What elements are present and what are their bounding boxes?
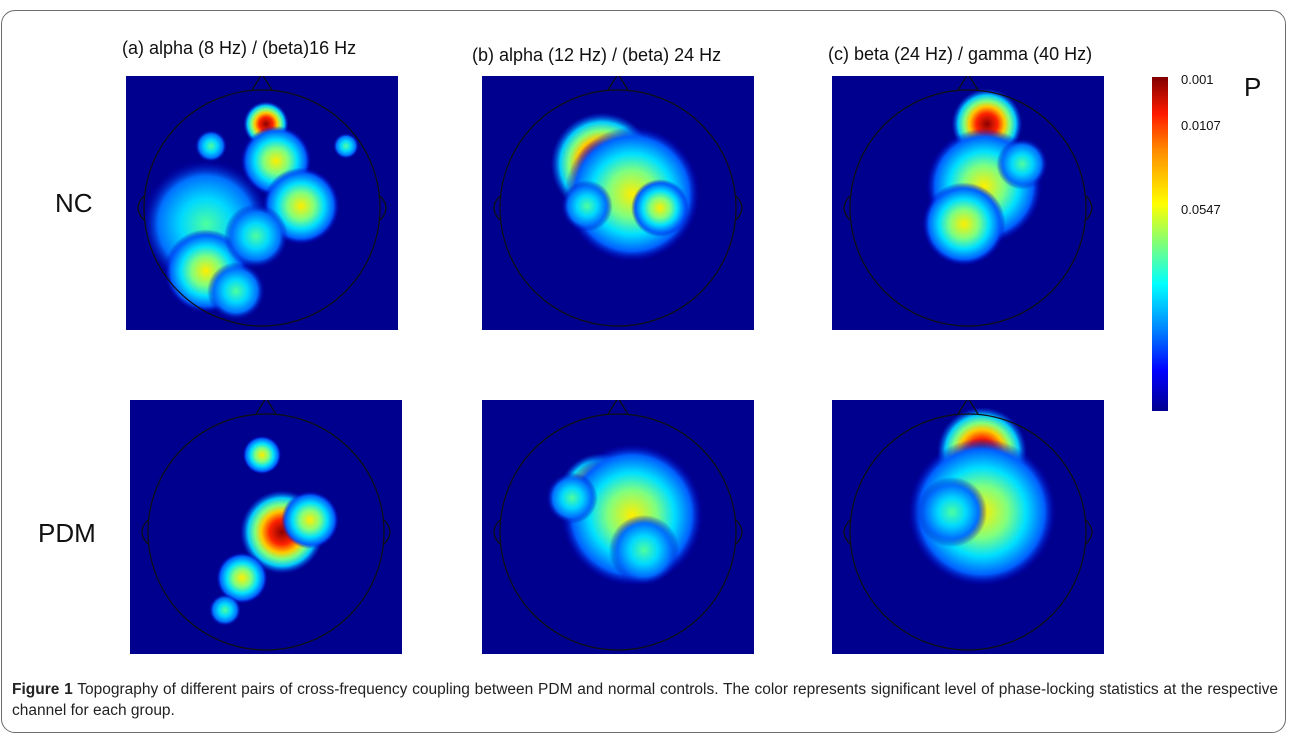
activation-blob (922, 182, 1006, 266)
right-ear-marker (735, 195, 743, 221)
activation-blob (546, 472, 598, 524)
activation-blob (216, 552, 268, 604)
activation-blob (996, 138, 1048, 190)
caption-text: Topography of different pairs of cross-f… (12, 681, 1279, 719)
right-ear-marker (1085, 519, 1093, 545)
head-outline (147, 413, 385, 651)
figure-caption: Figure 1 Topography of different pairs o… (12, 679, 1278, 721)
activation-blob (207, 262, 265, 320)
activation-blob (209, 594, 241, 626)
head-outline (499, 413, 737, 651)
activation-blob (916, 476, 988, 548)
left-ear-marker (843, 195, 851, 221)
activation-blob (242, 435, 282, 475)
right-ear-marker (735, 519, 743, 545)
topomap-graphic (493, 76, 743, 327)
row-label-pdm: PDM (38, 518, 96, 548)
topomap-graphic (493, 400, 743, 651)
colorbar-tick-1: 0.0107 (1181, 118, 1221, 133)
topomap-graphic (843, 76, 1093, 327)
activation-blob (224, 204, 288, 268)
head-outline (849, 413, 1087, 651)
colorbar-tick-2: 0.0547 (1181, 202, 1221, 217)
column-label-c: (c) beta (24 Hz) / gamma (40 Hz) (828, 44, 1093, 64)
colorbar-title: P (1244, 72, 1262, 102)
topomap-graphic (843, 400, 1093, 651)
nose-marker (255, 400, 277, 415)
column-label-b: (b) alpha (12 Hz) / (beta) 24 Hz (472, 45, 722, 65)
topomap-pdm-b (482, 400, 754, 654)
topomap-graphic (141, 400, 391, 651)
left-ear-marker (493, 519, 501, 545)
topomap-graphic (137, 76, 387, 327)
nose-marker (607, 76, 629, 91)
activation-blob (333, 133, 359, 159)
topomap-nc-c (832, 76, 1104, 330)
head-outline (849, 89, 1087, 327)
activation-blob (631, 179, 689, 237)
activation-blob (195, 130, 227, 162)
topomap-nc-b (482, 76, 754, 330)
right-ear-marker (383, 519, 391, 545)
nose-marker (607, 400, 629, 415)
column-label-a: (a) alpha (8 Hz) / (beta)16 Hz (122, 38, 357, 58)
nose-marker (957, 400, 979, 415)
left-ear-marker (137, 195, 145, 221)
topomap-nc-a (126, 76, 398, 330)
left-ear-marker (141, 519, 149, 545)
row-label-nc: NC (55, 188, 93, 218)
activation-blob (281, 491, 339, 549)
left-ear-marker (843, 519, 851, 545)
topomap-pdm-a (130, 400, 402, 654)
right-ear-marker (1085, 195, 1093, 221)
left-ear-marker (493, 195, 501, 221)
head-outline (143, 89, 381, 327)
caption-label: Figure 1 (12, 681, 73, 698)
head-outline (499, 89, 737, 327)
topomap-pdm-c (832, 400, 1104, 654)
nose-marker (251, 76, 273, 91)
right-ear-marker (379, 195, 387, 221)
colorbar (1152, 77, 1168, 411)
activation-blob (608, 514, 680, 586)
activation-blob (561, 180, 613, 232)
nose-marker (957, 76, 979, 91)
colorbar-tick-0: 0.001 (1181, 72, 1214, 87)
